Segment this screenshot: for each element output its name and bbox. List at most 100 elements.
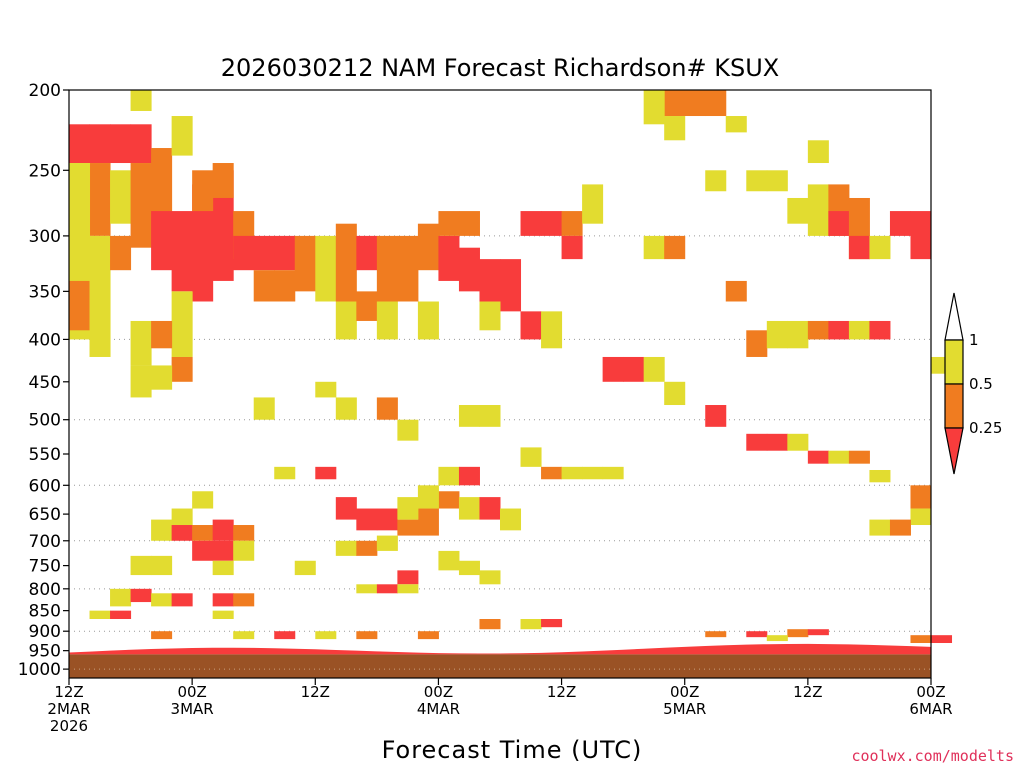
y-tick-label: 700 bbox=[29, 532, 61, 552]
richardson-cell bbox=[151, 519, 173, 541]
richardson-cell bbox=[376, 508, 398, 531]
richardson-cell bbox=[335, 397, 357, 420]
richardson-cell bbox=[171, 356, 193, 382]
x-tick-label: 00Z bbox=[424, 683, 453, 701]
richardson-cell bbox=[869, 320, 891, 340]
richardson-cell bbox=[807, 320, 829, 340]
y-tick-label: 850 bbox=[29, 602, 61, 622]
richardson-cell bbox=[212, 163, 234, 198]
y-tick-label: 750 bbox=[29, 557, 61, 577]
richardson-cell bbox=[438, 550, 460, 571]
richardson-cell bbox=[438, 211, 460, 236]
y-tick-label: 900 bbox=[29, 622, 61, 642]
richardson-cell bbox=[438, 466, 460, 486]
x-tick-label: 5MAR bbox=[663, 700, 706, 718]
richardson-cell bbox=[705, 405, 727, 427]
richardson-cell bbox=[171, 211, 193, 292]
richardson-cell bbox=[807, 184, 829, 236]
x-tick-label: 3MAR bbox=[171, 700, 214, 718]
richardson-cell bbox=[130, 163, 152, 248]
richardson-cell bbox=[274, 466, 296, 480]
richardson-cell bbox=[151, 211, 173, 271]
richardson-cell bbox=[582, 184, 604, 224]
x-axis-label: Forecast Time (UTC) bbox=[382, 736, 643, 764]
y-tick-label: 250 bbox=[29, 161, 61, 181]
y-tick-label: 650 bbox=[29, 505, 61, 525]
richardson-cell bbox=[151, 555, 173, 576]
richardson-cell bbox=[807, 450, 829, 464]
richardson-cell bbox=[766, 170, 788, 192]
richardson-cell bbox=[520, 447, 542, 467]
richardson-cell bbox=[807, 140, 829, 164]
richardson-cell bbox=[397, 235, 419, 302]
richardson-cell bbox=[746, 433, 768, 451]
richardson-cell bbox=[643, 235, 665, 260]
ground-surface bbox=[69, 654, 931, 678]
richardson-cell bbox=[151, 631, 173, 640]
richardson-cell bbox=[171, 508, 193, 526]
colorbar-top-arrow bbox=[944, 292, 964, 341]
richardson-cell bbox=[212, 610, 234, 620]
richardson-cell bbox=[130, 555, 152, 576]
richardson-cell bbox=[479, 405, 501, 427]
richardson-cell bbox=[828, 450, 850, 464]
richardson-cell bbox=[500, 259, 522, 312]
richardson-cell bbox=[869, 469, 891, 483]
richardson-cell bbox=[417, 485, 439, 509]
richardson-cell bbox=[274, 235, 296, 271]
richardson-cell bbox=[828, 211, 850, 236]
richardson-cell bbox=[233, 631, 255, 640]
richardson-cell bbox=[458, 497, 480, 520]
richardson-cell bbox=[643, 356, 665, 382]
richardson-cell bbox=[192, 184, 214, 302]
richardson-cell bbox=[561, 466, 583, 480]
richardson-cell bbox=[541, 466, 563, 480]
x-tick-label: 12Z bbox=[301, 683, 330, 701]
richardson-cell bbox=[458, 560, 480, 576]
richardson-cell bbox=[787, 320, 809, 349]
richardson-cell bbox=[725, 280, 747, 302]
x-tick-label: 4MAR bbox=[417, 700, 460, 718]
richardson-cell bbox=[315, 466, 337, 480]
x-tick-label: 00Z bbox=[177, 683, 206, 701]
richardson-cell bbox=[89, 124, 111, 164]
x-tick-label: 12Z bbox=[547, 683, 576, 701]
richardson-cell bbox=[356, 584, 378, 594]
richardson-cell bbox=[212, 560, 234, 576]
richardson-cell bbox=[233, 593, 255, 607]
x-tick-label: 12Z bbox=[54, 683, 83, 701]
richardson-cell bbox=[192, 540, 214, 561]
richardson-cell bbox=[69, 280, 91, 331]
richardson-cell bbox=[910, 508, 932, 526]
richardson-cell bbox=[130, 90, 152, 111]
y-tick-label: 500 bbox=[29, 411, 61, 431]
near-surface-band bbox=[69, 643, 931, 655]
richardson-cell bbox=[376, 535, 398, 551]
richardson-cell bbox=[253, 397, 275, 420]
richardson-cell bbox=[541, 311, 563, 349]
richardson-cell bbox=[746, 330, 768, 357]
richardson-cell bbox=[766, 433, 788, 451]
richardson-cell bbox=[479, 570, 501, 585]
richardson-cell bbox=[253, 270, 275, 302]
richardson-cell bbox=[69, 124, 91, 164]
plot-frame bbox=[68, 89, 932, 679]
richardson-cell bbox=[746, 631, 768, 638]
richardson-cell bbox=[520, 211, 542, 236]
richardson-cell bbox=[705, 90, 727, 117]
richardson-cell bbox=[397, 584, 419, 594]
credit-text[interactable]: coolwx.com/modelts bbox=[851, 747, 1014, 765]
richardson-cell bbox=[110, 588, 132, 607]
x-tick-label: 6MAR bbox=[909, 700, 952, 718]
richardson-cell bbox=[602, 466, 624, 480]
richardson-cell bbox=[705, 170, 727, 192]
richardson-cell bbox=[376, 301, 398, 340]
richardson-cell bbox=[931, 635, 953, 644]
y-tick-label: 450 bbox=[29, 373, 61, 393]
richardson-cell bbox=[417, 223, 439, 271]
richardson-cell bbox=[376, 235, 398, 302]
richardson-cell bbox=[294, 560, 316, 576]
richardson-cell bbox=[335, 540, 357, 556]
richardson-cell bbox=[458, 211, 480, 236]
